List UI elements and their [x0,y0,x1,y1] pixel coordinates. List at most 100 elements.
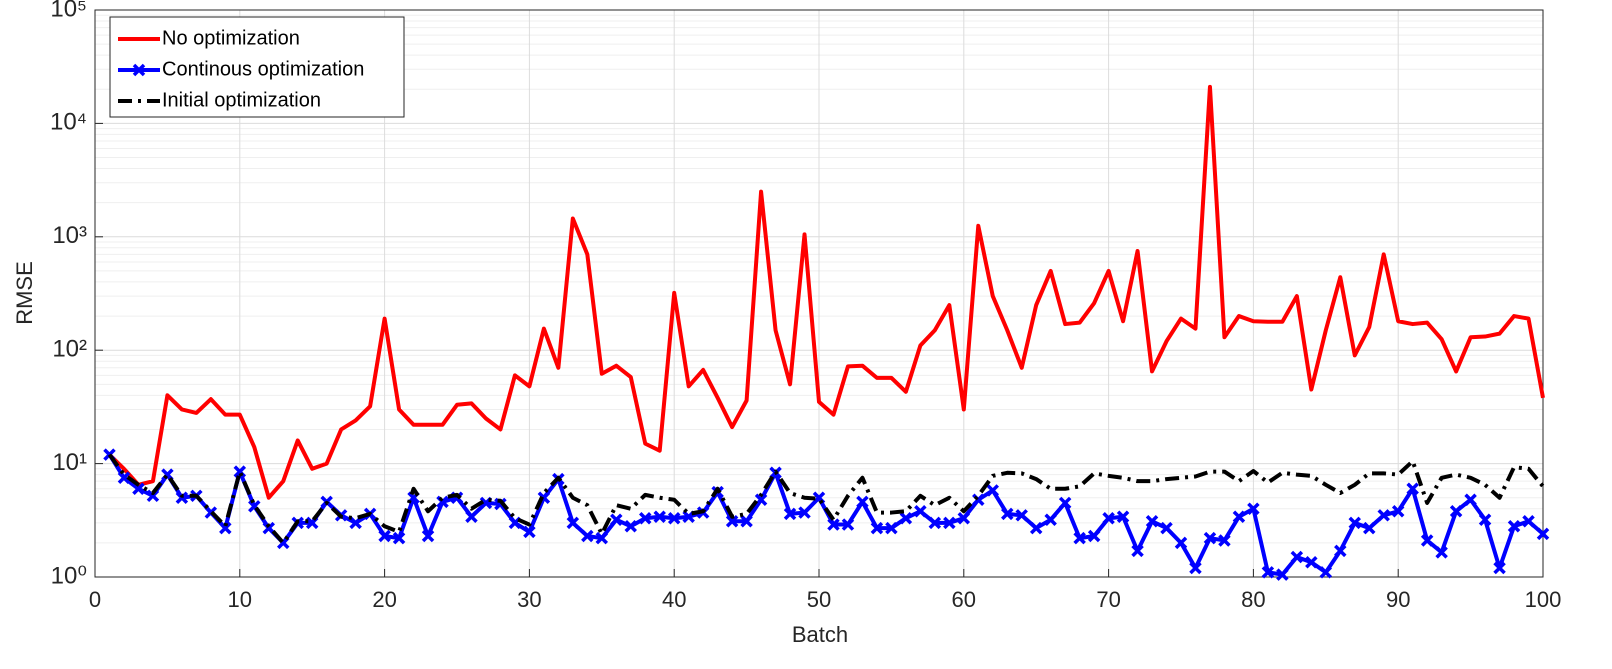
marker [1348,516,1361,530]
y-tick-label: 10⁴ [50,109,87,136]
marker [624,520,637,533]
marker [1449,505,1463,518]
marker [798,506,811,519]
marker [1102,511,1115,525]
line [107,453,1545,577]
marker [914,505,927,518]
x-tick-label: 50 [807,587,831,612]
marker [1145,515,1159,528]
marker [581,529,594,543]
marker [1406,482,1419,495]
series [108,84,1545,500]
marker [972,493,985,506]
marker [1001,507,1014,521]
marker [827,518,840,531]
legend-marker [132,63,146,77]
marker [1464,493,1477,506]
marker [1536,527,1550,541]
marker [957,511,971,525]
marker [1247,502,1260,515]
marker [928,516,942,530]
y-tick-label: 10⁵ [50,0,87,22]
marker [1290,550,1304,564]
x-tick-label: 100 [1525,587,1562,612]
marker [1478,513,1492,526]
plot-frame [94,9,1544,578]
marker [1131,544,1144,558]
marker [841,518,855,531]
marker [262,521,275,535]
marker [1261,566,1275,579]
marker [1391,505,1405,518]
marker [639,511,652,525]
marker [1435,546,1448,559]
y-tick-label: 10⁰ [51,562,87,589]
marker [1276,568,1289,581]
marker [1203,531,1217,545]
marker [725,515,739,528]
marker [1319,566,1333,579]
marker [1015,509,1028,522]
marker [1363,521,1376,535]
marker [1116,510,1130,523]
marker [986,484,999,497]
marker [378,529,391,543]
legend-label: Initial optimization [162,89,321,111]
marker [610,513,623,526]
legend-label: Continous optimization [162,58,364,80]
line [107,453,1545,545]
x-tick-label: 20 [372,587,396,612]
marker [653,510,666,523]
marker [1507,520,1521,533]
marker [1087,529,1101,543]
marker [421,529,435,543]
marker [1160,521,1173,535]
marker [885,521,898,535]
marker [1044,513,1057,526]
marker [1420,534,1434,547]
legend: No optimization Continous optimization Ini… [109,16,405,118]
marker [1334,544,1347,558]
marker [1073,531,1086,545]
marker [754,493,768,506]
marker [740,515,753,528]
marker [1493,561,1506,575]
marker [870,521,884,535]
marker [1522,515,1535,528]
marker [1305,555,1318,569]
legend-label: No optimization [162,27,300,49]
y-tick-label: 10³ [52,222,87,249]
marker [899,511,913,525]
marker [465,510,478,523]
x-tick-label: 80 [1241,587,1265,612]
marker [1377,509,1390,522]
y-tick-label: 10² [52,336,87,363]
marker [349,516,362,530]
marker [523,525,536,539]
x-tick-label: 30 [517,587,541,612]
marker [566,516,580,530]
x-tick-label: 90 [1386,587,1410,612]
x-tick-label: 10 [228,587,252,612]
marker [219,521,232,535]
marker [1029,521,1043,535]
marker [1058,496,1072,510]
marker [1174,536,1188,550]
marker [392,531,406,545]
marker [667,511,681,525]
marker [132,482,145,495]
x-tick-label: 60 [952,587,976,612]
line [108,84,1545,500]
y-tick-label: 10¹ [52,449,87,476]
marker [1232,510,1246,523]
marker [943,516,956,530]
marker [856,495,869,509]
marker [595,531,609,545]
x-tick-label: 70 [1096,587,1120,612]
series [107,453,1545,545]
marker [1189,561,1202,575]
x-axis-label: Batch [792,622,848,647]
x-tick-label: 40 [662,587,686,612]
marker [1218,534,1231,547]
